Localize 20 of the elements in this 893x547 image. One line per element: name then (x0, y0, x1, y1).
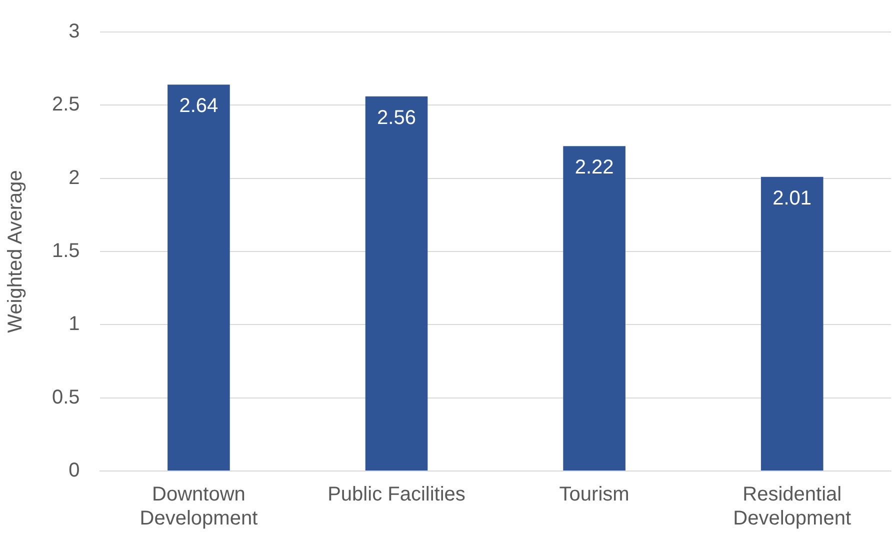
y-tick-label: 2.5 (52, 94, 80, 116)
data-label: 2.01 (772, 187, 812, 210)
y-tick-label: 1.5 (52, 240, 80, 262)
x-tick-label: Residential Development (733, 484, 852, 530)
y-axis-title: Weighted Average (4, 170, 27, 333)
y-tick-label: 3 (68, 20, 80, 43)
y-tick-label: 1 (68, 313, 80, 336)
bar (365, 96, 428, 470)
bar (563, 146, 626, 470)
x-tick-label: Public Facilities (328, 484, 466, 506)
data-label: 2.56 (377, 106, 416, 129)
y-tick-label: 0 (68, 460, 80, 482)
x-tick-label: Downtown Development (140, 484, 258, 530)
y-tick-label: 2 (68, 166, 80, 189)
x-tick-label: Tourism (559, 484, 630, 506)
y-tick-label: 0.5 (52, 386, 80, 408)
bar (168, 84, 230, 470)
data-label: 2.22 (574, 156, 614, 179)
bar (760, 176, 824, 470)
data-label: 2.64 (179, 95, 218, 118)
